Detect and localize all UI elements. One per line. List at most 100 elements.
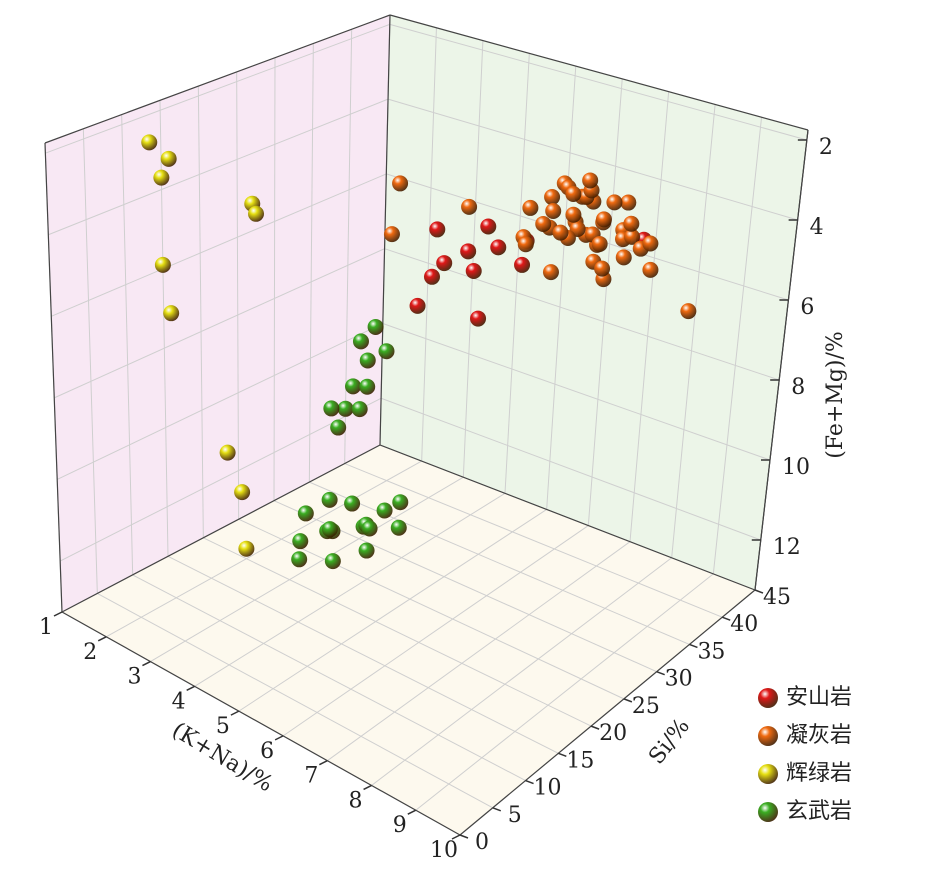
- y-tick: [754, 589, 764, 594]
- data-point: [392, 175, 409, 192]
- box-edge: [44, 142, 63, 613]
- data-point: [344, 495, 361, 512]
- data-point: [680, 303, 697, 320]
- box-edge: [44, 14, 391, 144]
- grid-line: [629, 91, 670, 542]
- y-tick-label: 15: [566, 748, 594, 773]
- grid-line: [203, 537, 592, 727]
- data-point: [163, 305, 180, 322]
- z-tick-label: 12: [773, 535, 801, 560]
- y-tick-label: 25: [632, 694, 660, 719]
- x-tick-label: 8: [349, 788, 363, 813]
- y-axis-line: [459, 589, 756, 836]
- grid-line: [462, 40, 484, 478]
- data-point: [461, 198, 478, 215]
- grid-line: [105, 460, 422, 638]
- legend-marker: [758, 726, 778, 746]
- z-tick-label: 4: [810, 215, 824, 240]
- x-tick: [186, 685, 196, 692]
- y-tick-label: 10: [534, 776, 562, 801]
- data-point: [392, 494, 409, 511]
- grid-line: [238, 518, 625, 700]
- y-tick: [689, 643, 698, 649]
- grid-line: [238, 509, 547, 712]
- z-tick-label: 10: [782, 455, 810, 480]
- data-point: [378, 343, 395, 360]
- x-tick-label: 2: [83, 640, 97, 665]
- y-tick: [459, 834, 469, 839]
- data-point: [522, 199, 539, 216]
- grid-line: [380, 397, 761, 541]
- grid-line: [371, 557, 672, 786]
- back-wall: [380, 15, 808, 590]
- grid-line: [121, 114, 134, 575]
- y-tick-label: 5: [508, 803, 522, 828]
- data-point: [390, 519, 407, 536]
- data-point: [565, 206, 582, 223]
- legend-marker: [758, 764, 778, 784]
- y-tick: [558, 752, 567, 758]
- x-tick: [274, 735, 284, 741]
- data-point: [248, 205, 265, 222]
- y-tick-label: 20: [599, 721, 627, 746]
- z-tick-label: 2: [819, 135, 833, 160]
- grid-line: [712, 117, 763, 574]
- data-point: [358, 542, 375, 559]
- data-point: [606, 194, 623, 211]
- z-axis-line: [754, 129, 809, 591]
- x-tick-label: 1: [39, 615, 53, 640]
- data-point: [542, 264, 559, 281]
- data-point: [460, 243, 477, 260]
- x-tick-label: 4: [172, 689, 186, 714]
- data-point: [219, 444, 236, 461]
- y-tick: [590, 725, 600, 730]
- box-edge: [379, 444, 756, 591]
- data-point: [552, 224, 569, 241]
- data-point: [423, 268, 440, 285]
- data-point: [591, 235, 608, 252]
- data-point: [160, 150, 177, 167]
- data-point: [361, 520, 378, 537]
- data-point: [642, 261, 659, 278]
- grid-line: [327, 541, 631, 762]
- y-tick: [721, 616, 731, 621]
- x-tick: [53, 611, 63, 617]
- x-tick-label: 5: [216, 714, 230, 739]
- data-point: [514, 256, 531, 273]
- grid-line: [387, 98, 798, 221]
- data-point: [383, 226, 400, 243]
- data-point: [480, 218, 497, 235]
- data-point: [535, 215, 552, 232]
- grid-line: [382, 323, 771, 461]
- grid-line: [504, 53, 530, 494]
- grid-line: [344, 463, 723, 618]
- data-point: [490, 239, 507, 256]
- grid-line: [56, 323, 384, 480]
- grid-line: [197, 86, 204, 538]
- data-point: [367, 318, 384, 335]
- data-point: [337, 400, 354, 417]
- grid-line: [48, 98, 389, 236]
- legend-label: 辉绿岩: [786, 761, 852, 786]
- data-point: [141, 134, 158, 151]
- y-tick: [656, 670, 665, 676]
- data-point: [359, 352, 376, 369]
- grid-line: [344, 29, 353, 464]
- grid-line: [51, 173, 387, 317]
- data-point: [615, 249, 632, 266]
- data-point: [465, 262, 482, 279]
- box-edge: [389, 14, 809, 131]
- x-tick: [451, 834, 461, 840]
- x-tick: [230, 710, 240, 716]
- x-tick-label: 6: [260, 739, 274, 764]
- x-tick-label: 7: [304, 764, 318, 789]
- grid-line: [45, 23, 390, 154]
- data-point: [595, 211, 612, 228]
- data-point: [517, 236, 534, 253]
- data-point: [470, 310, 487, 327]
- data-point: [544, 189, 561, 206]
- grid-line: [587, 78, 623, 526]
- data-point: [238, 540, 255, 557]
- legend-label: 安山岩: [786, 685, 852, 710]
